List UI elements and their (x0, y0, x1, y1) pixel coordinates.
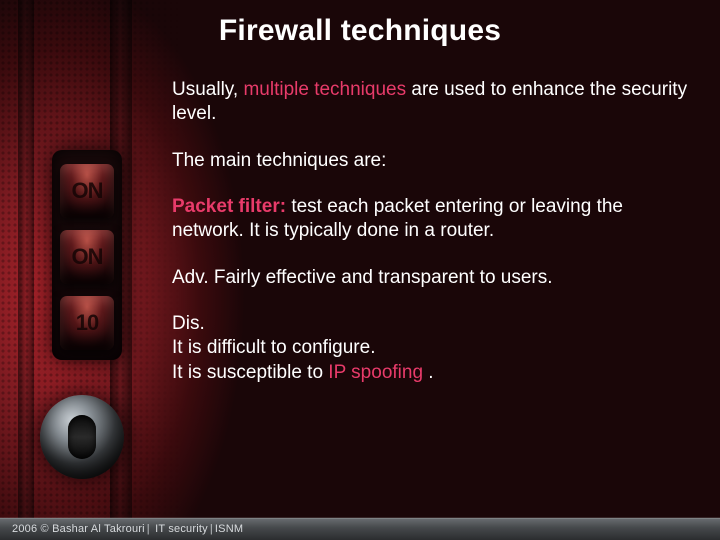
footer-org: ISNM (215, 523, 243, 535)
technique-paragraph: Packet filter: test each packet entering… (172, 195, 694, 244)
dis-line2-pre: It is susceptible to (172, 362, 328, 383)
slide-footer: 2006 © Bashar Al Takrouri | IT security … (0, 518, 720, 540)
advantage-paragraph: Adv. Fairly effective and transparent to… (172, 266, 694, 290)
footer-sep-2: | (210, 523, 213, 535)
dis-line2-post: . (423, 362, 434, 383)
vertical-groove-1 (18, 0, 34, 540)
footer-course: IT security (155, 523, 208, 535)
dis-line1: It is difficult to configure. (172, 337, 375, 358)
footer-year: 2006 © (12, 523, 49, 535)
intro-paragraph: Usually, multiple techniques are used to… (172, 78, 694, 127)
intro-pre: Usually, (172, 79, 243, 100)
slide-body: Usually, multiple techniques are used to… (172, 78, 694, 407)
combination-dial-column: ON ON 10 (52, 150, 122, 360)
dial-2: ON (60, 230, 114, 284)
intro-accent: multiple techniques (243, 79, 406, 100)
slide-title: Firewall techniques (0, 14, 720, 48)
lead-paragraph: The main techniques are: (172, 149, 694, 173)
footer-sep-1: | (147, 523, 150, 535)
dial-3: 10 (60, 296, 114, 350)
dis-label: Dis. (172, 313, 205, 334)
footer-author: Bashar Al Takrouri (52, 523, 145, 535)
dial-1: ON (60, 164, 114, 218)
dis-line2-accent: IP spoofing (328, 362, 423, 383)
disadvantage-paragraph: Dis. It is difficult to configure. It is… (172, 312, 694, 385)
lock-knob-icon (40, 395, 124, 479)
technique-name: Packet filter: (172, 196, 286, 217)
